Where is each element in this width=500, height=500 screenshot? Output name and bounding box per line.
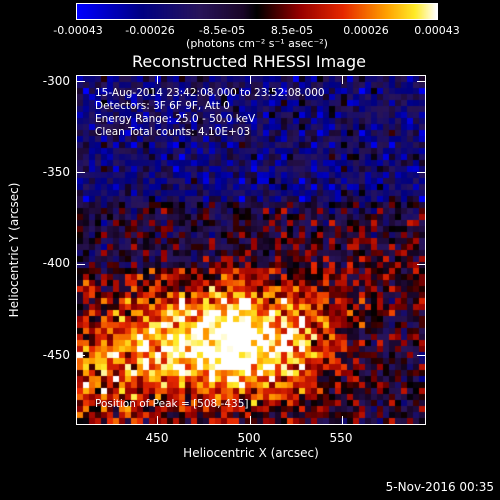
- axis-tick-mark: [250, 76, 251, 84]
- annotation-peak-position: Position of Peak = [508,-435]: [95, 398, 249, 410]
- annotation-time-range: 15-Aug-2014 23:42:08.000 to 23:52:08.000: [95, 87, 325, 99]
- x-tick-label: 450: [145, 431, 169, 445]
- annotation-detectors: Detectors: 3F 6F 9F, Att 0: [95, 100, 230, 112]
- plot-area: 15-Aug-2014 23:42:08.000 to 23:52:08.000…: [76, 75, 426, 425]
- colorbar-tick-label: 0.00043: [414, 24, 460, 37]
- x-tick-label: 550: [329, 431, 353, 445]
- axis-tick-mark: [417, 172, 425, 173]
- axis-tick-mark: [417, 355, 425, 356]
- colorbar-tick-label: -8.5e-05: [198, 24, 246, 37]
- x-axis-label: Heliocentric X (arcsec): [183, 446, 319, 460]
- colorbar-tick-label: 8.5e-05: [270, 24, 314, 37]
- colorbar-tick-label: 0.00026: [343, 24, 389, 37]
- y-tick-label: -350: [42, 165, 70, 179]
- colorbar-unit-label: (photons cm⁻² s⁻¹ asec⁻²): [186, 37, 328, 50]
- y-tick-label: -450: [42, 348, 70, 362]
- colorbar: [76, 3, 438, 20]
- axis-tick-mark: [250, 416, 251, 424]
- axis-tick-mark: [77, 355, 85, 356]
- timestamp: 5-Nov-2016 00:35: [385, 480, 494, 494]
- colorbar-tick-label: -0.00043: [53, 24, 103, 37]
- axis-tick-mark: [77, 172, 85, 173]
- y-axis-label: Heliocentric Y (arcsec): [7, 182, 21, 318]
- axis-tick-mark: [77, 264, 85, 265]
- y-tick-label: -400: [42, 256, 70, 270]
- chart-title: Reconstructed RHESSI Image: [132, 52, 366, 71]
- axis-tick-mark: [417, 81, 425, 82]
- annotation-energy-range: Energy Range: 25.0 - 50.0 keV: [95, 113, 256, 125]
- axis-tick-mark: [157, 416, 158, 424]
- y-tick-label: -300: [42, 74, 70, 88]
- colorbar-tick-label: -0.00026: [125, 24, 175, 37]
- x-tick-label: 500: [237, 431, 261, 445]
- annotation-clean: Clean Total counts: 4.10E+03: [95, 126, 251, 138]
- heatmap-image: [77, 76, 425, 424]
- axis-tick-mark: [342, 76, 343, 84]
- axis-tick-mark: [417, 264, 425, 265]
- axis-tick-mark: [77, 81, 85, 82]
- axis-tick-mark: [342, 416, 343, 424]
- axis-tick-mark: [157, 76, 158, 84]
